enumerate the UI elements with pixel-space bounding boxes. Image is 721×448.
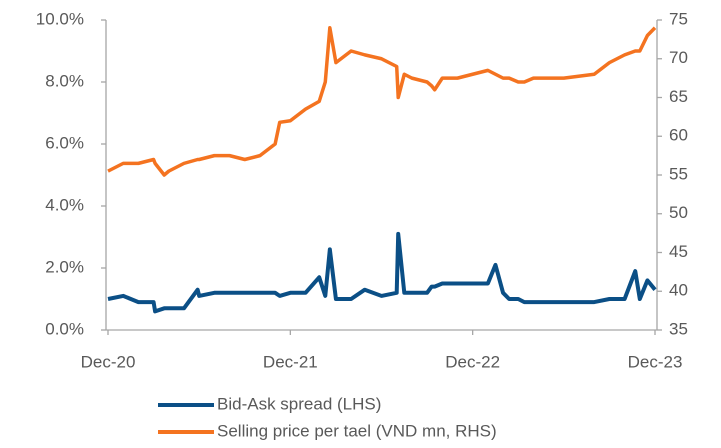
legend-label: Selling price per tael (VND mn, RHS): [217, 421, 497, 440]
series-line: [107, 231, 657, 314]
y2-tick-label: 40: [669, 281, 688, 300]
y-tick-label: 6.0%: [45, 133, 84, 152]
x-tick-label: Dec-21: [263, 352, 318, 371]
y-tick-label: 4.0%: [45, 195, 84, 214]
y-tick-label: 8.0%: [45, 71, 84, 90]
y-tick-label: 2.0%: [45, 257, 84, 276]
y2-tick-label: 60: [669, 126, 688, 145]
y2-tick-label: 50: [669, 203, 688, 222]
x-tick-label: Dec-20: [81, 352, 136, 371]
y2-tick-label: 55: [669, 164, 688, 183]
legend-label: Bid-Ask spread (LHS): [217, 394, 381, 413]
y2-tick-label: 35: [669, 319, 688, 338]
y-tick-label: 10.0%: [36, 9, 84, 28]
x-tick-label: Dec-22: [445, 352, 500, 371]
y-tick-label: 0.0%: [45, 319, 84, 338]
y2-tick-label: 70: [669, 48, 688, 67]
y2-tick-label: 75: [669, 9, 688, 28]
x-tick-label: Dec-23: [628, 352, 683, 371]
series-line: [107, 26, 657, 177]
y2-tick-label: 45: [669, 242, 688, 261]
y2-tick-label: 65: [669, 87, 688, 106]
